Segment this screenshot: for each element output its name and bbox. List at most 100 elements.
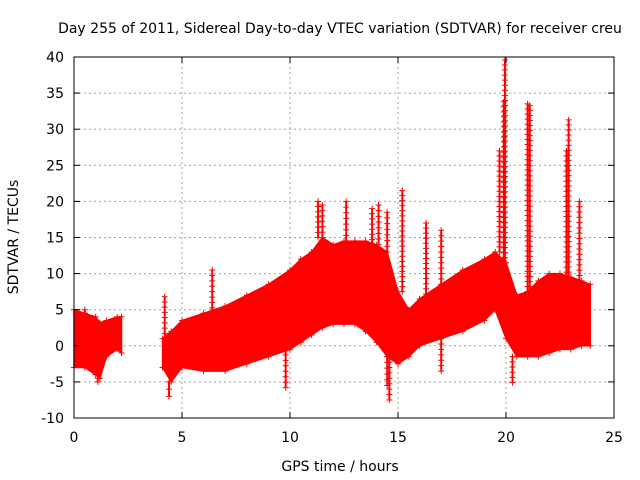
data-point <box>501 107 508 114</box>
data-point <box>501 203 508 210</box>
data-point <box>526 223 533 230</box>
data-point <box>557 270 563 277</box>
data-point <box>399 217 406 224</box>
data-point <box>399 258 406 265</box>
data-point <box>438 248 445 255</box>
data-point <box>222 368 229 375</box>
data-point <box>501 239 508 246</box>
data-point <box>576 240 583 247</box>
data-point <box>179 364 185 371</box>
data-point <box>369 210 376 217</box>
data-point <box>496 163 503 170</box>
x-axis-label: GPS time / hours <box>281 459 398 475</box>
data-point <box>503 335 509 342</box>
data-point <box>362 328 369 335</box>
data-point <box>526 198 533 205</box>
data-point <box>526 238 533 245</box>
data-point <box>362 238 369 245</box>
data-point <box>209 288 216 295</box>
data-point <box>501 173 508 180</box>
data-point <box>386 380 393 387</box>
data-point <box>501 97 508 104</box>
data-point <box>576 219 583 226</box>
data-point <box>576 277 583 284</box>
data-point <box>565 192 572 199</box>
y-tick-label: 10 <box>46 267 64 283</box>
data-point <box>423 260 430 267</box>
data-point <box>423 250 430 257</box>
data-point <box>501 244 508 251</box>
data-point <box>501 229 508 236</box>
data-point <box>161 304 168 311</box>
data-point <box>243 360 250 367</box>
data-point <box>92 371 99 378</box>
data-point <box>282 362 289 369</box>
data-point <box>526 278 533 285</box>
data-point <box>200 368 207 375</box>
data-point <box>375 219 382 226</box>
y-tick-label: -5 <box>50 375 64 391</box>
data-point <box>386 364 393 371</box>
data-point <box>423 240 430 247</box>
data-point <box>501 158 508 165</box>
data-point <box>501 214 508 221</box>
data-point <box>496 152 503 159</box>
data-point <box>343 226 350 233</box>
x-tick-label: 5 <box>178 430 187 446</box>
data-point <box>501 132 508 139</box>
data-point <box>576 198 583 205</box>
data-point <box>375 236 382 243</box>
data-point <box>96 319 103 326</box>
data-point <box>94 378 101 385</box>
data-point <box>513 292 520 299</box>
data-point <box>438 270 445 277</box>
data-point <box>166 386 173 393</box>
data-point <box>509 358 516 365</box>
data-point <box>315 198 322 205</box>
data-point <box>423 230 430 237</box>
data-point <box>565 208 572 215</box>
data-point <box>501 209 508 216</box>
data-point <box>386 369 393 376</box>
data-point <box>526 243 533 250</box>
data-point <box>369 241 376 248</box>
data-point <box>546 350 553 357</box>
data-point <box>565 223 572 230</box>
data-point <box>103 317 110 324</box>
data-point <box>438 335 445 342</box>
data-point <box>526 182 533 189</box>
data-point <box>501 259 508 266</box>
data-point <box>565 132 572 139</box>
data-point <box>375 207 382 214</box>
data-point <box>399 248 406 255</box>
data-point <box>526 258 533 265</box>
data-point <box>423 280 430 287</box>
data-point <box>576 246 583 253</box>
data-point <box>501 193 508 200</box>
data-point <box>384 243 391 250</box>
data-point <box>319 207 326 214</box>
x-tick-label: 25 <box>605 430 623 446</box>
data-point <box>496 223 503 230</box>
data-point <box>369 205 376 212</box>
data-point <box>438 346 445 353</box>
data-point <box>496 248 503 255</box>
data-point <box>459 266 466 273</box>
data-point <box>161 298 168 305</box>
data-point <box>423 245 430 252</box>
data-point <box>526 213 533 220</box>
data-point <box>423 220 430 227</box>
data-point <box>200 310 207 317</box>
data-point <box>209 294 216 301</box>
data-point <box>399 268 406 275</box>
data-point <box>501 163 508 170</box>
data-point <box>423 235 430 242</box>
data-point <box>399 222 406 229</box>
data-point <box>576 230 583 237</box>
data-point <box>576 261 583 268</box>
data-point <box>576 256 583 263</box>
data-point <box>343 221 350 228</box>
data-point <box>565 238 572 245</box>
data-point <box>459 328 466 335</box>
data-point <box>526 152 533 159</box>
